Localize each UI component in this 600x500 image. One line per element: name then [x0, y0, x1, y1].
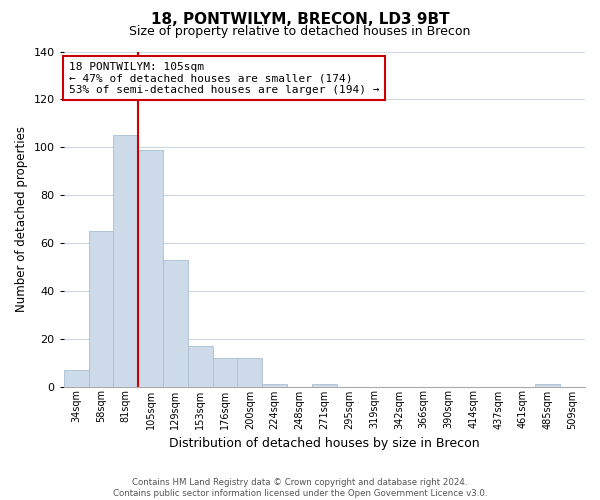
- Bar: [163, 260, 188, 386]
- Bar: [138, 150, 163, 386]
- Bar: [238, 358, 262, 386]
- Bar: [64, 370, 89, 386]
- Text: Size of property relative to detached houses in Brecon: Size of property relative to detached ho…: [130, 25, 470, 38]
- Bar: [312, 384, 337, 386]
- Bar: [89, 231, 113, 386]
- Bar: [188, 346, 212, 387]
- Y-axis label: Number of detached properties: Number of detached properties: [15, 126, 28, 312]
- Bar: [262, 384, 287, 386]
- Text: 18 PONTWILYM: 105sqm
← 47% of detached houses are smaller (174)
53% of semi-deta: 18 PONTWILYM: 105sqm ← 47% of detached h…: [69, 62, 379, 95]
- Text: Contains HM Land Registry data © Crown copyright and database right 2024.
Contai: Contains HM Land Registry data © Crown c…: [113, 478, 487, 498]
- Bar: [113, 136, 138, 386]
- Bar: [212, 358, 238, 386]
- Text: 18, PONTWILYM, BRECON, LD3 9BT: 18, PONTWILYM, BRECON, LD3 9BT: [151, 12, 449, 28]
- X-axis label: Distribution of detached houses by size in Brecon: Distribution of detached houses by size …: [169, 437, 479, 450]
- Bar: [535, 384, 560, 386]
